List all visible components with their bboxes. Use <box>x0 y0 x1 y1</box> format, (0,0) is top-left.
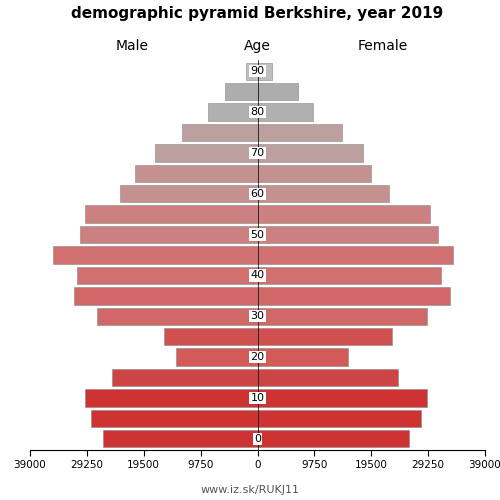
Bar <box>258 348 348 366</box>
Bar <box>182 124 258 141</box>
Bar <box>258 83 298 100</box>
Bar <box>135 164 258 182</box>
Text: 20: 20 <box>250 352 264 362</box>
Bar <box>246 62 258 80</box>
Bar <box>258 104 313 120</box>
Text: 10: 10 <box>250 393 264 403</box>
Text: 30: 30 <box>250 312 264 322</box>
Bar <box>208 104 258 120</box>
Bar <box>258 144 362 162</box>
Bar <box>92 410 258 427</box>
Bar <box>258 266 442 284</box>
Bar <box>86 206 258 223</box>
Bar <box>258 124 342 141</box>
Bar <box>226 83 258 100</box>
Bar <box>258 246 453 264</box>
Bar <box>258 328 392 345</box>
Bar <box>80 226 258 244</box>
Bar <box>76 266 258 284</box>
Bar <box>258 164 371 182</box>
Bar <box>258 308 426 325</box>
Bar <box>258 226 438 244</box>
Bar <box>176 348 258 366</box>
Text: 40: 40 <box>250 270 264 280</box>
Text: Male: Male <box>116 39 149 53</box>
Bar <box>120 185 258 202</box>
Text: www.iz.sk/RUKJ11: www.iz.sk/RUKJ11 <box>200 485 300 495</box>
Text: Age: Age <box>244 39 271 53</box>
Text: 60: 60 <box>250 188 264 198</box>
Text: 90: 90 <box>250 66 264 76</box>
Text: Female: Female <box>358 39 408 53</box>
Text: 50: 50 <box>250 230 264 239</box>
Bar <box>103 430 258 448</box>
Title: demographic pyramid Berkshire, year 2019: demographic pyramid Berkshire, year 2019 <box>72 6 444 22</box>
Bar <box>258 62 272 80</box>
Bar <box>97 308 258 325</box>
Bar <box>86 390 258 406</box>
Bar <box>258 390 426 406</box>
Bar <box>164 328 258 345</box>
Bar <box>258 287 450 304</box>
Bar <box>258 410 421 427</box>
Bar <box>258 185 389 202</box>
Bar <box>258 206 430 223</box>
Bar <box>258 430 409 448</box>
Text: 70: 70 <box>250 148 264 158</box>
Bar <box>54 246 258 264</box>
Text: 80: 80 <box>250 107 264 117</box>
Bar <box>258 369 398 386</box>
Bar <box>74 287 258 304</box>
Text: 0: 0 <box>254 434 261 444</box>
Bar <box>156 144 258 162</box>
Bar <box>112 369 258 386</box>
